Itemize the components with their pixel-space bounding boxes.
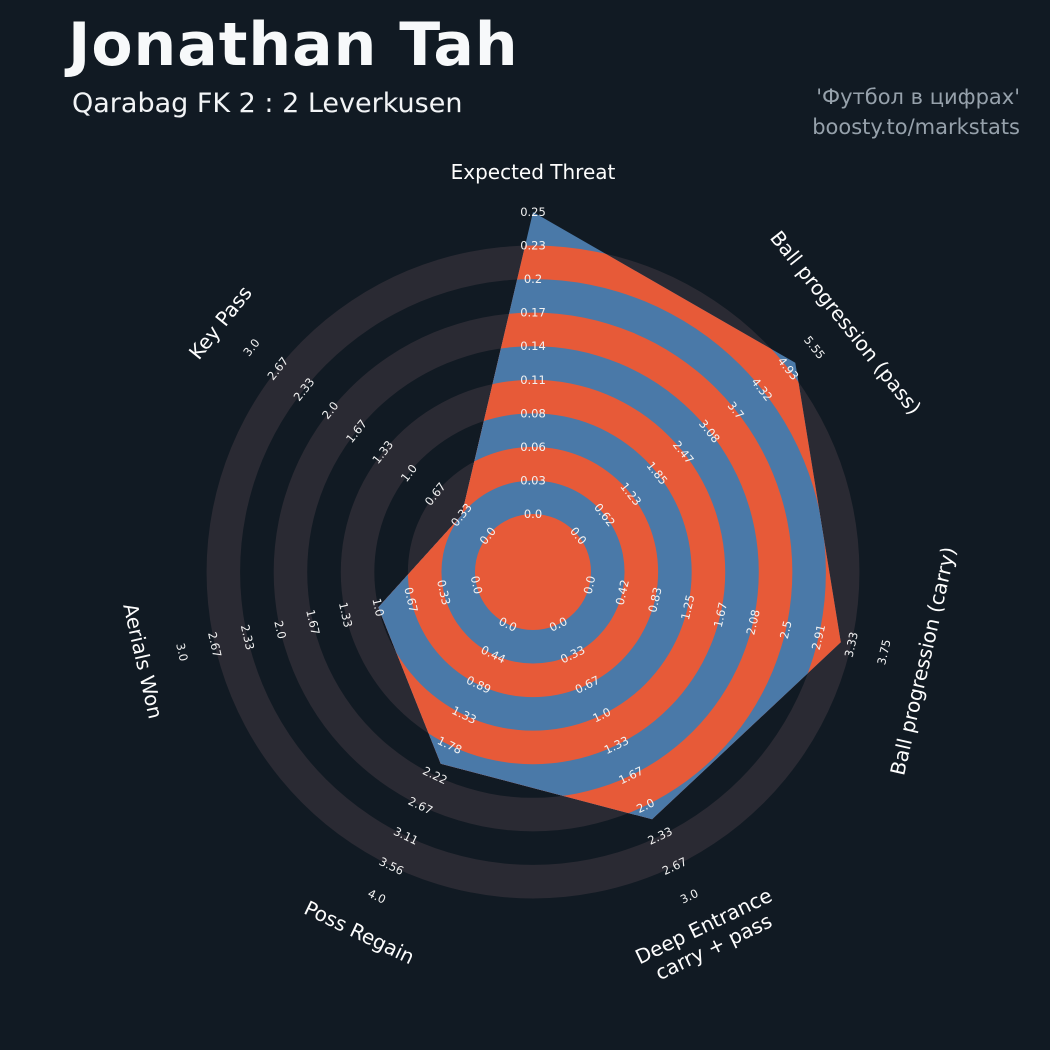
tick-label: 0.0	[581, 574, 599, 595]
axis-label: Deep Entrancecarry + pass	[631, 883, 785, 990]
tick-label: 3.0	[678, 886, 701, 907]
watermark-line-2: boosty.to/markstats	[812, 115, 1020, 140]
tick-label: 0.42	[613, 578, 632, 606]
tick-label: 0.17	[520, 306, 546, 320]
watermark-line-1: 'Футбол в цифрах'	[816, 85, 1020, 109]
tick-label: 2.5	[777, 619, 795, 640]
tick-label: 0.25	[520, 205, 546, 219]
watermark: 'Футбол в цифрах' boosty.to/markstats	[812, 82, 1020, 143]
axis-label: Poss Regain	[300, 896, 418, 969]
tick-label: 2.08	[743, 608, 762, 636]
tick-label: 0.83	[645, 586, 664, 614]
tick-label: 1.67	[711, 601, 730, 629]
tick-label: 2.67	[205, 631, 224, 659]
match-score: Qarabag FK 2 : 2 Leverkusen	[72, 88, 463, 119]
tick-label: 0.14	[520, 339, 546, 353]
tick-label: 3.75	[874, 638, 893, 666]
tick-label: 0.0	[524, 507, 542, 521]
tick-label: 3.0	[240, 336, 262, 359]
tick-label: 0.08	[520, 406, 546, 420]
axis-label: Expected Threat	[451, 160, 616, 184]
tick-label: 1.33	[336, 601, 355, 629]
tick-label: 0.33	[434, 578, 453, 606]
tick-label: 0.03	[520, 473, 546, 487]
tick-label: 2.91	[809, 623, 828, 651]
tick-label: 3.33	[842, 631, 861, 659]
tick-label: 5.55	[801, 333, 828, 362]
tick-label: 0.2	[524, 272, 542, 286]
tick-label: 2.0	[271, 619, 289, 640]
tick-label: 1.67	[303, 608, 322, 636]
tick-label: 4.0	[366, 886, 389, 907]
tick-label: 0.0	[468, 574, 486, 595]
tick-label: 0.23	[520, 239, 546, 253]
axis-label: Ball progression (carry)	[885, 545, 960, 778]
tick-label: 1.0	[369, 597, 387, 618]
axis-label: Aerials Won	[118, 601, 168, 721]
page-title: Jonathan Tah	[68, 10, 519, 80]
tick-label: 0.11	[520, 373, 546, 387]
tick-label: 0.67	[401, 586, 420, 614]
tick-label: 1.25	[678, 593, 697, 621]
tick-label: 3.0	[173, 642, 191, 663]
tick-label: 0.06	[520, 440, 546, 454]
tick-label: 2.33	[238, 623, 257, 651]
